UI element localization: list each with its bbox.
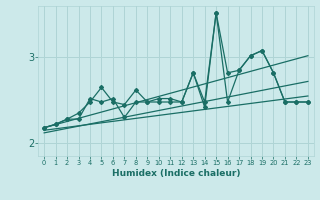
X-axis label: Humidex (Indice chaleur): Humidex (Indice chaleur) (112, 169, 240, 178)
